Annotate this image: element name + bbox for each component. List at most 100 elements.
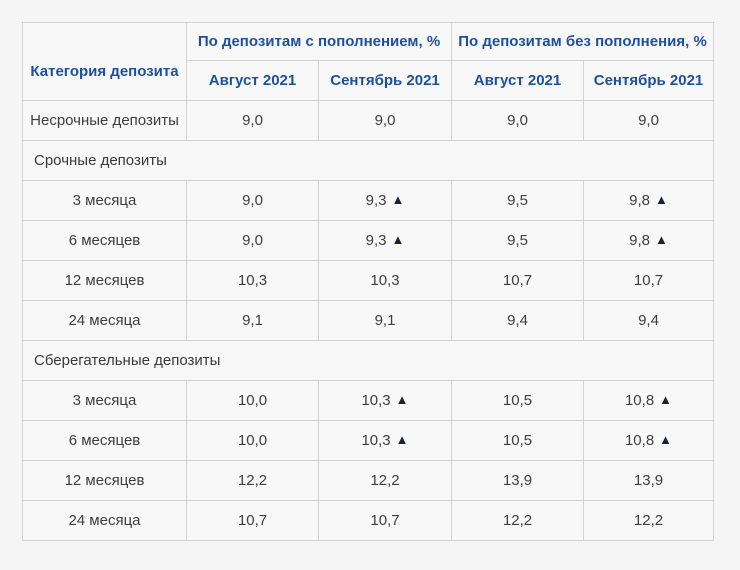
table-row: 3 месяца 9,0 9,3 ▲ 9,5 9,8 ▲ (22, 180, 715, 221)
category-cell: 6 месяцев (22, 420, 187, 461)
rate-value: 10,5 (502, 432, 533, 449)
value-cell: 9,0 (186, 180, 319, 221)
category-column-header: Категория депозита (22, 22, 187, 101)
value-cell: 12,2 (318, 460, 452, 501)
value-cell: 9,4 (451, 300, 584, 341)
rate-value: 9,4 (638, 312, 659, 329)
value-cell: 10,8 ▲ (582, 380, 715, 421)
value-cell: 12,2 (582, 500, 715, 541)
value-cell: 13,9 (451, 460, 584, 501)
rate-value: 10,3 (237, 272, 268, 289)
group-header-row: Категория депозита По депозитам с пополн… (22, 22, 715, 101)
value-cell: 9,0 (186, 220, 319, 261)
rate-value: 9,3 (365, 232, 387, 249)
rate-value: 10,8 (624, 392, 655, 409)
rate-value: 9,8 (629, 192, 650, 209)
rate-value: 9,0 (242, 192, 263, 209)
rate-value: 9,1 (242, 312, 263, 329)
category-cell: 12 месяцев (22, 260, 187, 301)
rate-value: 10,5 (502, 392, 533, 409)
value-cell: 10,3 ▲ (318, 380, 452, 421)
value-cell: 10,0 (186, 380, 319, 421)
rate-value: 12,2 (633, 512, 664, 529)
sub-header-september-without: Сентябрь 2021 (582, 60, 715, 101)
deposit-rates-table: Категория депозита По депозитам с пополн… (21, 22, 715, 541)
table-row: 12 месяцев 10,3 10,3 10,7 10,7 (22, 260, 715, 301)
category-cell: 12 месяцев (22, 460, 187, 501)
table-row: 24 месяца 10,7 10,7 12,2 12,2 (22, 500, 715, 541)
value-cell: 9,0 (186, 100, 319, 141)
table-row: 3 месяца 10,0 10,3 ▲ 10,5 10,8 ▲ (22, 380, 715, 421)
value-cell: 9,3 ▲ (318, 220, 452, 261)
table-row: 12 месяцев 12,2 12,2 13,9 13,9 (22, 460, 715, 501)
value-cell: 9,5 (451, 220, 584, 261)
rate-value: 9,1 (374, 312, 396, 329)
table-body: Несрочные депозиты 9,0 9,0 9,0 9,0 Срочные де… (21, 100, 715, 541)
rate-value: 9,0 (507, 112, 528, 129)
arrow-up-icon: ▲ (659, 432, 673, 447)
section-label: Срочные депозиты (21, 140, 715, 181)
arrow-up-icon: ▲ (395, 432, 409, 447)
section-row: Сберегательные депозиты (21, 340, 715, 381)
table-row: 6 месяцев 9,0 9,3 ▲ 9,5 9,8 ▲ (22, 220, 715, 261)
value-cell: 9,5 (451, 180, 584, 221)
rate-value: 10,3 (370, 272, 400, 289)
table-row: 24 месяца 9,1 9,1 9,4 9,4 (22, 300, 715, 341)
value-cell: 10,7 (451, 260, 584, 301)
category-cell: 3 месяца (22, 180, 187, 221)
rate-value: 9,5 (507, 192, 528, 209)
section-row: Срочные депозиты (21, 140, 715, 181)
value-cell: 10,0 (186, 420, 319, 461)
rate-value: 10,7 (633, 272, 664, 289)
rate-value: 10,3 (361, 432, 391, 449)
rate-value: 9,0 (638, 112, 659, 129)
arrow-up-icon: ▲ (391, 192, 405, 207)
value-cell: 10,5 (451, 380, 584, 421)
sub-header-august-with: Август 2021 (186, 60, 319, 101)
rate-value: 10,8 (624, 432, 655, 449)
value-cell: 9,3 ▲ (318, 180, 452, 221)
category-cell: 6 месяцев (22, 220, 187, 261)
group-header-without-replenishment: По депозитам без пополнения, % (450, 22, 715, 61)
value-cell: 9,0 (451, 100, 584, 141)
rate-value: 10,7 (237, 512, 268, 529)
rate-value: 9,0 (242, 112, 263, 129)
value-cell: 13,9 (582, 460, 715, 501)
section-label: Сберегательные депозиты (21, 340, 715, 381)
value-cell: 10,3 (186, 260, 319, 301)
value-cell: 10,3 (318, 260, 452, 301)
value-cell: 10,8 ▲ (582, 420, 715, 461)
rate-value: 10,0 (237, 392, 268, 409)
category-cell: 3 месяца (22, 380, 187, 421)
rate-value: 9,5 (507, 232, 528, 249)
rate-value: 9,0 (374, 112, 396, 129)
rate-value: 9,3 (365, 192, 387, 209)
rate-value: 10,7 (370, 512, 400, 529)
sub-header-september-with: Сентябрь 2021 (318, 60, 452, 101)
rate-value: 10,3 (361, 392, 391, 409)
value-cell: 12,2 (186, 460, 319, 501)
rate-value: 13,9 (502, 472, 533, 489)
rate-value: 12,2 (370, 472, 400, 489)
value-cell: 10,7 (582, 260, 715, 301)
value-cell: 12,2 (451, 500, 584, 541)
category-cell: 24 месяца (22, 300, 187, 341)
rate-value: 10,0 (237, 432, 268, 449)
value-cell: 9,8 ▲ (582, 220, 715, 261)
value-cell: 9,4 (582, 300, 715, 341)
arrow-up-icon: ▲ (391, 232, 405, 247)
value-cell: 9,8 ▲ (582, 180, 715, 221)
value-cell: 9,0 (582, 100, 715, 141)
sub-header-row: Август 2021 Сентябрь 2021 Август 2021 Се… (23, 60, 715, 101)
value-cell: 9,1 (318, 300, 452, 341)
arrow-up-icon: ▲ (659, 392, 673, 407)
rate-value: 9,4 (507, 312, 528, 329)
value-cell: 10,7 (186, 500, 319, 541)
value-cell: 10,7 (318, 500, 452, 541)
arrow-up-icon: ▲ (655, 232, 668, 247)
category-cell: 24 месяца (22, 500, 187, 541)
group-header-with-replenishment: По депозитам с пополнением, % (186, 22, 452, 61)
rate-value: 13,9 (633, 472, 664, 489)
rate-value: 9,0 (242, 232, 263, 249)
